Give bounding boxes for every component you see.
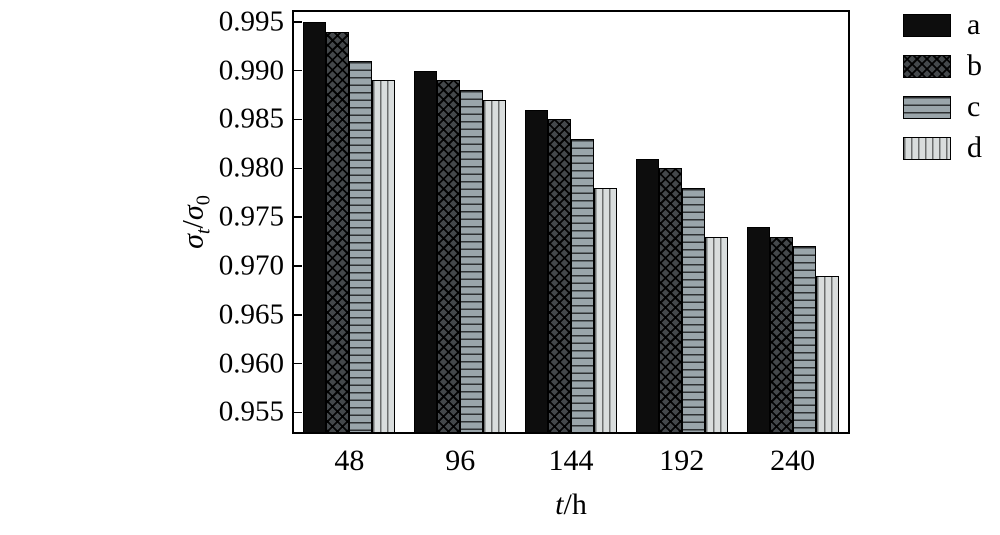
y-tick-mark	[294, 21, 302, 23]
y-tick-mark	[294, 314, 302, 316]
bar-series-d-cat-144	[594, 187, 617, 432]
y-tick-mark	[294, 167, 302, 170]
bar-series-c-cat-240	[792, 246, 816, 432]
y-tick-label: 0.975	[218, 200, 284, 233]
x-tick-label: 240	[770, 444, 816, 477]
bar-series-a-cat-192	[635, 158, 659, 432]
y-tick-mark	[294, 216, 302, 218]
bar-series-b-cat-192	[658, 168, 682, 432]
y-tick-label: 0.965	[218, 298, 284, 331]
bar-series-a-cat-96	[414, 70, 438, 432]
bar-series-d-cat-240	[815, 275, 839, 432]
bar-series-c-cat-96	[460, 90, 484, 432]
legend-label-c: c	[967, 90, 981, 123]
y-tick-mark	[294, 411, 302, 414]
bar-series-c-cat-48	[349, 60, 373, 432]
legend-entry-c: c	[903, 92, 982, 122]
y-tick-label: 0.955	[218, 395, 284, 428]
bar-series-d-cat-48	[372, 80, 396, 432]
legend-label-a: a	[967, 8, 981, 41]
x-tick-label: 144	[548, 444, 594, 477]
bar-series-b-cat-144	[548, 119, 571, 432]
y-tick-label: 0.980	[218, 151, 284, 184]
legend-swatch-c	[903, 95, 951, 119]
x-tick-label: 48	[334, 444, 365, 477]
legend-swatch-b	[903, 54, 951, 78]
bar-series-a-cat-240	[746, 226, 770, 432]
bar-series-b-cat-48	[326, 31, 350, 432]
y-tick-label: 0.970	[218, 249, 284, 282]
bar-series-d-cat-96	[483, 99, 507, 432]
x-tick-label: 192	[659, 444, 705, 477]
legend-label-d: d	[967, 131, 982, 164]
bar-series-a-cat-144	[525, 109, 548, 432]
y-tick-label: 0.995	[218, 5, 284, 38]
y-tick-label: 0.985	[218, 102, 284, 135]
legend-label-b: b	[967, 49, 982, 82]
legend-entry-b: b	[903, 51, 982, 81]
bar-series-c-cat-192	[681, 187, 705, 432]
y-tick-label: 0.960	[218, 347, 284, 380]
bar-series-d-cat-192	[704, 236, 728, 432]
legend-swatch-d	[903, 136, 951, 160]
x-tick-label: 96	[445, 444, 476, 477]
legend-entry-d: d	[903, 133, 982, 163]
bar-series-b-cat-240	[769, 236, 793, 432]
y-tick-mark	[294, 362, 302, 365]
plot-area	[292, 10, 850, 434]
y-tick-label: 0.990	[218, 54, 284, 87]
y-tick-mark	[294, 69, 302, 72]
x-axis-label: t/h	[555, 488, 587, 521]
bar-series-a-cat-48	[303, 21, 327, 432]
bar-series-b-cat-96	[437, 80, 461, 432]
bar-series-c-cat-144	[571, 138, 594, 432]
legend-swatch-a	[903, 13, 951, 37]
y-tick-mark	[294, 118, 302, 121]
legend-entry-a: a	[903, 10, 982, 40]
y-tick-mark	[294, 265, 302, 267]
